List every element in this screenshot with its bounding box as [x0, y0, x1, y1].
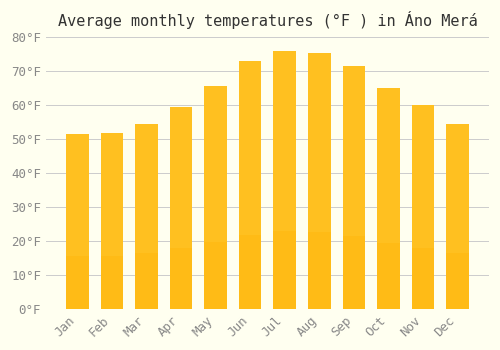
Bar: [135, 124, 158, 309]
Bar: [308, 232, 330, 309]
Bar: [308, 52, 330, 309]
Bar: [377, 88, 400, 309]
Bar: [274, 231, 296, 309]
Bar: [342, 236, 365, 309]
Bar: [239, 234, 262, 309]
Title: Average monthly temperatures (°F ) in Áno Merá: Average monthly temperatures (°F ) in Án…: [58, 11, 478, 29]
Bar: [274, 51, 296, 309]
Bar: [204, 242, 227, 309]
Bar: [170, 107, 192, 309]
Bar: [412, 105, 434, 309]
Bar: [100, 256, 123, 309]
Bar: [170, 248, 192, 309]
Bar: [135, 253, 158, 309]
Bar: [204, 86, 227, 309]
Bar: [446, 124, 469, 309]
Bar: [66, 134, 88, 309]
Bar: [100, 133, 123, 309]
Bar: [342, 66, 365, 309]
Bar: [239, 61, 262, 309]
Bar: [66, 257, 88, 309]
Bar: [412, 248, 434, 309]
Bar: [446, 253, 469, 309]
Bar: [377, 243, 400, 309]
